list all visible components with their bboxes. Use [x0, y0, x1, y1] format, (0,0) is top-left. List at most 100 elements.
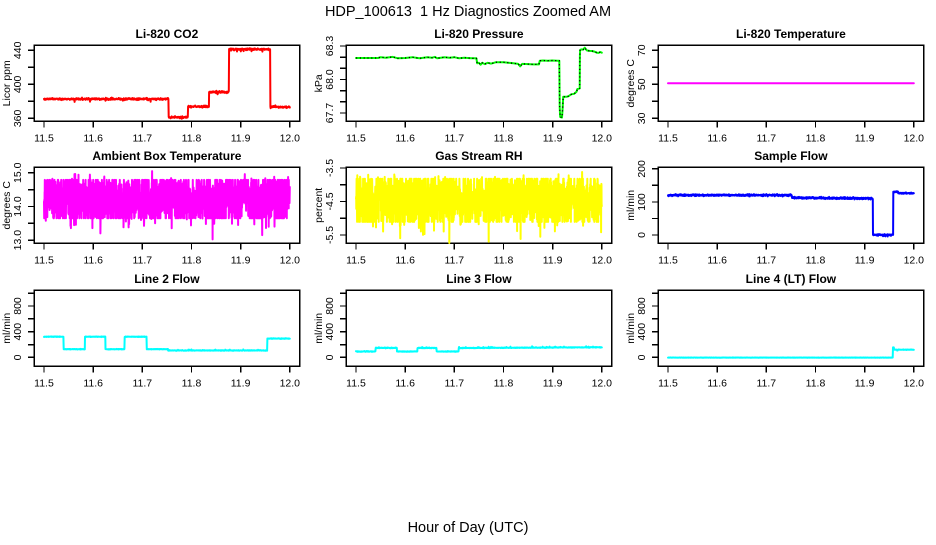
svg-text:11.7: 11.7	[756, 255, 776, 267]
svg-text:11.7: 11.7	[444, 378, 464, 390]
svg-text:ml/min: ml/min	[625, 190, 637, 221]
svg-text:400: 400	[12, 323, 24, 341]
svg-text:400: 400	[12, 75, 24, 93]
svg-text:Li-820 Pressure: Li-820 Pressure	[434, 27, 524, 41]
svg-text:11.5: 11.5	[346, 255, 366, 267]
svg-text:12.0: 12.0	[904, 133, 925, 145]
svg-text:ml/min: ml/min	[1, 313, 13, 344]
svg-text:11.8: 11.8	[494, 378, 514, 390]
svg-text:11.7: 11.7	[132, 255, 152, 267]
svg-text:11.9: 11.9	[543, 378, 563, 390]
svg-text:12.0: 12.0	[280, 378, 301, 390]
svg-text:11.9: 11.9	[543, 255, 563, 267]
svg-text:11.6: 11.6	[395, 378, 415, 390]
svg-text:Gas Stream RH: Gas Stream RH	[435, 149, 522, 163]
svg-text:11.6: 11.6	[395, 133, 415, 145]
svg-text:degrees C: degrees C	[1, 181, 13, 230]
svg-text:360: 360	[12, 109, 24, 127]
svg-text:12.0: 12.0	[592, 378, 613, 390]
svg-text:11.6: 11.6	[707, 255, 727, 267]
svg-text:12.0: 12.0	[904, 378, 925, 390]
svg-text:67.7: 67.7	[324, 103, 336, 124]
svg-text:11.9: 11.9	[855, 133, 875, 145]
svg-text:11.6: 11.6	[83, 378, 103, 390]
svg-text:68.3: 68.3	[324, 36, 336, 57]
svg-text:11.9: 11.9	[231, 133, 251, 145]
svg-text:100: 100	[636, 193, 648, 211]
svg-text:11.5: 11.5	[346, 133, 366, 145]
svg-text:ml/min: ml/min	[313, 313, 325, 344]
svg-text:440: 440	[12, 41, 24, 59]
svg-text:68.0: 68.0	[324, 69, 336, 90]
svg-text:11.8: 11.8	[494, 255, 514, 267]
svg-text:11.8: 11.8	[806, 378, 826, 390]
svg-text:11.5: 11.5	[346, 378, 366, 390]
svg-text:0: 0	[324, 354, 336, 360]
svg-text:11.6: 11.6	[83, 255, 103, 267]
svg-text:11.7: 11.7	[756, 378, 776, 390]
svg-text:12.0: 12.0	[280, 255, 301, 267]
svg-text:Line 2 Flow: Line 2 Flow	[134, 272, 200, 286]
svg-text:400: 400	[636, 323, 648, 341]
svg-text:400: 400	[324, 323, 336, 341]
svg-text:kPa: kPa	[313, 74, 325, 92]
svg-text:12.0: 12.0	[592, 255, 613, 267]
svg-text:11.6: 11.6	[395, 255, 415, 267]
svg-text:14.0: 14.0	[12, 196, 24, 217]
svg-text:Hour of Day (UTC): Hour of Day (UTC)	[408, 520, 529, 536]
svg-text:11.8: 11.8	[182, 133, 202, 145]
svg-text:percent: percent	[313, 188, 325, 223]
svg-text:11.8: 11.8	[182, 255, 202, 267]
svg-text:11.5: 11.5	[34, 378, 54, 390]
svg-text:Sample Flow: Sample Flow	[754, 149, 828, 163]
svg-text:HDP_100613 1 Hz Diagnostics Z: HDP_100613 1 Hz Diagnostics Zoomed AM	[325, 4, 611, 20]
svg-text:11.9: 11.9	[231, 378, 251, 390]
svg-text:Li-820 CO2: Li-820 CO2	[136, 27, 199, 41]
svg-text:11.8: 11.8	[182, 378, 202, 390]
svg-text:degrees C: degrees C	[625, 59, 637, 108]
svg-text:11.8: 11.8	[806, 133, 826, 145]
svg-text:-5.5: -5.5	[324, 226, 336, 244]
svg-text:-4.5: -4.5	[324, 192, 336, 210]
svg-text:11.8: 11.8	[494, 133, 514, 145]
svg-text:Ambient Box Temperature: Ambient Box Temperature	[92, 149, 241, 163]
svg-text:-3.5: -3.5	[324, 159, 336, 177]
svg-text:11.7: 11.7	[444, 255, 464, 267]
svg-text:11.6: 11.6	[707, 133, 727, 145]
svg-text:800: 800	[324, 297, 336, 315]
svg-text:0: 0	[636, 232, 648, 238]
svg-text:11.5: 11.5	[34, 255, 54, 267]
svg-text:13.0: 13.0	[12, 230, 24, 251]
svg-text:50: 50	[636, 78, 648, 90]
svg-text:0: 0	[12, 354, 24, 360]
svg-text:12.0: 12.0	[280, 133, 301, 145]
svg-text:ml/min: ml/min	[625, 313, 637, 344]
svg-text:11.9: 11.9	[543, 133, 563, 145]
svg-text:11.7: 11.7	[444, 133, 464, 145]
svg-text:Licor ppm: Licor ppm	[1, 60, 13, 106]
svg-text:Li-820 Temperature: Li-820 Temperature	[736, 27, 846, 41]
svg-text:11.8: 11.8	[806, 255, 826, 267]
svg-text:11.5: 11.5	[34, 133, 54, 145]
svg-text:11.7: 11.7	[132, 133, 152, 145]
svg-text:11.9: 11.9	[855, 378, 875, 390]
svg-text:800: 800	[636, 297, 648, 315]
svg-text:12.0: 12.0	[592, 133, 613, 145]
svg-text:11.6: 11.6	[707, 378, 727, 390]
svg-text:11.5: 11.5	[658, 255, 678, 267]
svg-text:800: 800	[12, 297, 24, 315]
svg-text:Line 4 (LT) Flow: Line 4 (LT) Flow	[746, 272, 837, 286]
svg-text:12.0: 12.0	[904, 255, 925, 267]
svg-text:Line 3 Flow: Line 3 Flow	[446, 272, 512, 286]
svg-text:200: 200	[636, 160, 648, 178]
svg-text:11.9: 11.9	[855, 255, 875, 267]
svg-text:0: 0	[636, 354, 648, 360]
svg-text:11.5: 11.5	[658, 378, 678, 390]
svg-text:30: 30	[636, 112, 648, 124]
svg-text:11.5: 11.5	[658, 133, 678, 145]
svg-text:70: 70	[636, 44, 648, 56]
svg-text:11.7: 11.7	[756, 133, 776, 145]
svg-text:15.0: 15.0	[12, 162, 24, 183]
svg-text:11.6: 11.6	[83, 133, 103, 145]
svg-text:11.9: 11.9	[231, 255, 251, 267]
